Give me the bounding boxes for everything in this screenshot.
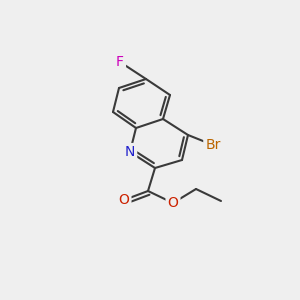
Text: F: F: [116, 55, 124, 69]
Text: N: N: [125, 145, 135, 159]
Text: O: O: [168, 196, 178, 210]
Text: O: O: [118, 193, 129, 207]
Text: Br: Br: [205, 138, 221, 152]
